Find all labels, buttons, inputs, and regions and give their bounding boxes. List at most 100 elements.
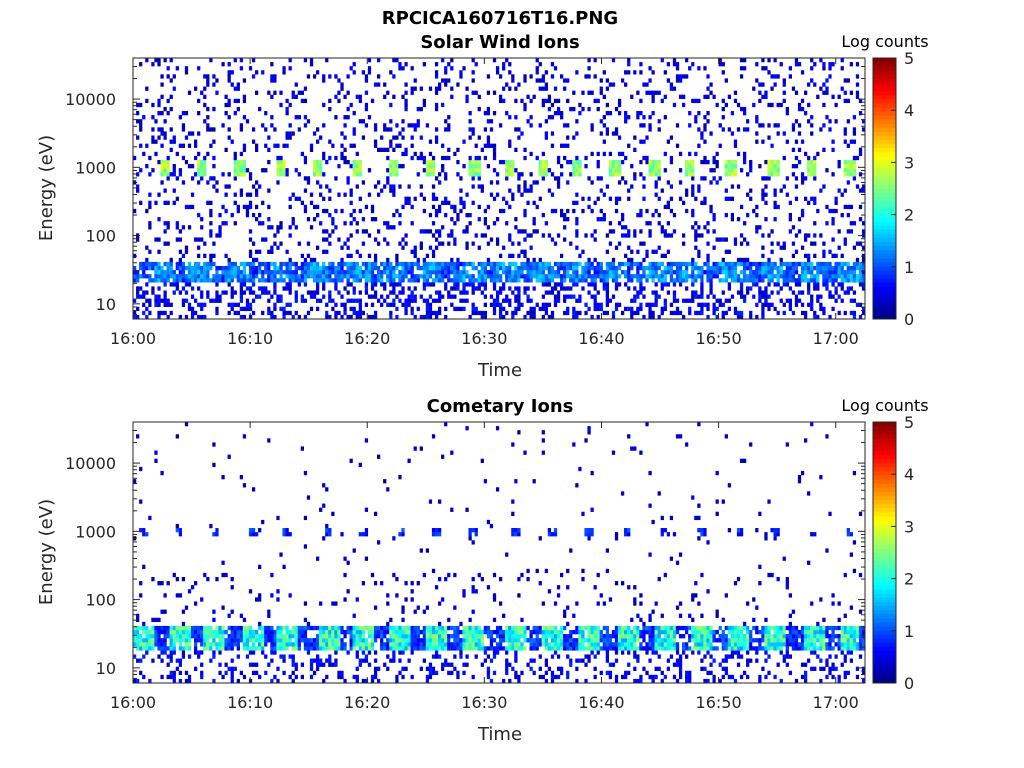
heatmap-cell bbox=[184, 678, 189, 684]
heatmap-cell bbox=[444, 70, 448, 75]
heatmap-cell bbox=[139, 625, 143, 631]
heatmap-cell bbox=[169, 139, 173, 144]
heatmap-cell bbox=[364, 90, 369, 95]
heatmap-cell bbox=[651, 164, 655, 169]
colorbar-swatch bbox=[873, 58, 896, 63]
heatmap-cell bbox=[139, 265, 143, 271]
heatmap-cell bbox=[675, 265, 680, 271]
heatmap-cell bbox=[410, 294, 414, 299]
heatmap-cell bbox=[309, 257, 314, 263]
heatmap-cell bbox=[819, 270, 823, 275]
heatmap-cell bbox=[300, 253, 304, 259]
heatmap-cell bbox=[834, 208, 838, 214]
heatmap-cell bbox=[743, 58, 747, 63]
heatmap-cell bbox=[145, 638, 149, 643]
heatmap-cell bbox=[721, 127, 725, 132]
heatmap-cell bbox=[248, 625, 253, 631]
heatmap-cell bbox=[416, 605, 420, 610]
heatmap-cell bbox=[651, 302, 655, 307]
heatmap-cell bbox=[175, 282, 179, 287]
colorbar-swatch bbox=[873, 147, 896, 153]
heatmap-cell bbox=[861, 270, 866, 275]
heatmap-cell bbox=[752, 86, 756, 91]
heatmap-cell bbox=[761, 290, 765, 295]
heatmap-cell bbox=[309, 674, 314, 680]
heatmap-cell bbox=[197, 634, 201, 639]
heatmap-cell bbox=[282, 634, 286, 639]
heatmap-cell bbox=[380, 302, 384, 307]
heatmap-cell bbox=[209, 253, 213, 259]
heatmap-cell bbox=[410, 274, 414, 279]
heatmap-cell bbox=[175, 278, 179, 283]
heatmap-cell bbox=[264, 290, 268, 295]
heatmap-cell bbox=[712, 176, 716, 181]
heatmap-cell bbox=[322, 274, 326, 279]
heatmap-cell bbox=[337, 629, 341, 635]
heatmap-cell bbox=[587, 90, 591, 95]
heatmap-cell bbox=[837, 261, 841, 267]
heatmap-cell bbox=[471, 172, 475, 177]
heatmap-cell bbox=[520, 270, 524, 275]
heatmap-cell bbox=[355, 221, 359, 226]
heatmap-cell bbox=[694, 98, 698, 104]
heatmap-cell bbox=[541, 314, 545, 320]
heatmap-cell bbox=[663, 204, 667, 210]
heatmap-cell bbox=[346, 237, 350, 242]
heatmap-cell bbox=[758, 290, 762, 295]
heatmap-cell bbox=[270, 572, 274, 578]
heatmap-cell bbox=[206, 106, 210, 112]
heatmap-cell bbox=[230, 82, 234, 87]
heatmap-cell bbox=[718, 278, 722, 283]
heatmap-cell bbox=[261, 123, 265, 128]
heatmap-cell bbox=[468, 261, 472, 267]
heatmap-cell bbox=[172, 278, 176, 283]
heatmap-cell bbox=[822, 270, 826, 275]
heatmap-cell bbox=[755, 62, 759, 67]
heatmap-cell bbox=[764, 217, 768, 222]
heatmap-cell bbox=[230, 212, 234, 218]
heatmap-cell bbox=[468, 111, 472, 116]
heatmap-cell bbox=[163, 302, 167, 307]
heatmap-cell bbox=[541, 172, 545, 177]
heatmap-cell bbox=[184, 298, 189, 303]
heatmap-cell bbox=[648, 274, 652, 279]
heatmap-cell bbox=[276, 143, 280, 148]
heatmap-cell bbox=[136, 629, 140, 635]
heatmap-cell bbox=[190, 286, 195, 291]
heatmap-cell bbox=[297, 638, 301, 643]
colorbar-swatch bbox=[873, 74, 896, 79]
heatmap-cell bbox=[572, 314, 576, 320]
heatmap-cell bbox=[691, 265, 695, 271]
heatmap-cell bbox=[154, 294, 158, 299]
heatmap-cell bbox=[599, 261, 603, 267]
heatmap-cell bbox=[508, 188, 512, 193]
heatmap-cell bbox=[691, 188, 695, 193]
heatmap-cell bbox=[572, 106, 576, 112]
heatmap-cell bbox=[261, 200, 265, 206]
heatmap-cell bbox=[349, 212, 353, 218]
heatmap-cell bbox=[285, 634, 289, 639]
heatmap-cell bbox=[804, 176, 808, 181]
heatmap-cell bbox=[404, 196, 408, 201]
heatmap-cell bbox=[477, 172, 481, 177]
heatmap-cell bbox=[184, 159, 189, 165]
heatmap-cell bbox=[669, 302, 674, 307]
heatmap-cell bbox=[398, 143, 402, 148]
heatmap-cell bbox=[861, 286, 866, 291]
heatmap-cell bbox=[739, 106, 744, 112]
heatmap-cell bbox=[706, 86, 710, 91]
heatmap-cell bbox=[395, 576, 399, 582]
heatmap-cell bbox=[312, 646, 317, 651]
colorbar-tick-label: 3 bbox=[904, 153, 914, 172]
heatmap-cell bbox=[325, 229, 329, 234]
heatmap-cell bbox=[541, 159, 545, 165]
heatmap-cell bbox=[181, 298, 186, 303]
heatmap-cell bbox=[154, 278, 158, 283]
heatmap-cell bbox=[843, 278, 847, 283]
heatmap-cell bbox=[791, 172, 796, 177]
heatmap-cell bbox=[172, 650, 176, 655]
heatmap-cell bbox=[322, 78, 326, 83]
heatmap-cell bbox=[236, 310, 240, 316]
heatmap-cell bbox=[800, 106, 805, 112]
heatmap-cell bbox=[843, 188, 847, 193]
